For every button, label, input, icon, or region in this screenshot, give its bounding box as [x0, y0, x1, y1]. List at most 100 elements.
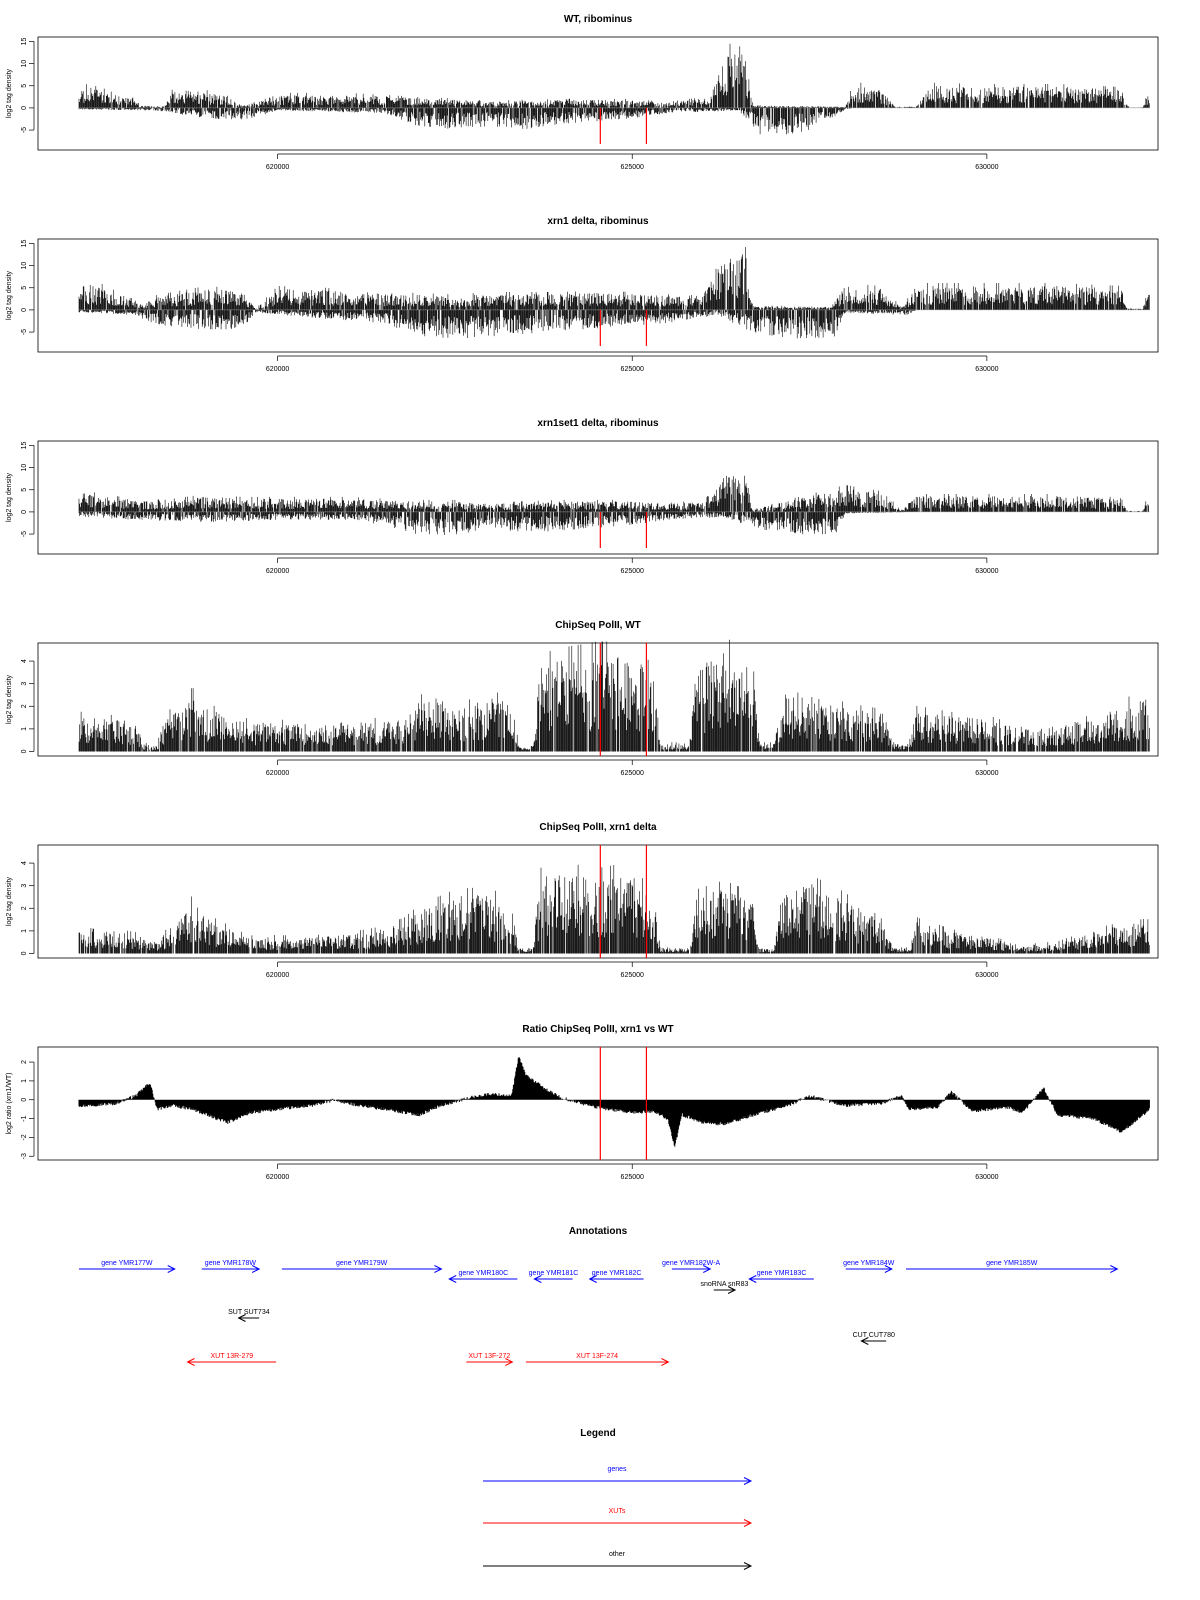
- y-tick-label: 0: [21, 951, 28, 955]
- feature-label: gene YMR184W: [843, 1260, 895, 1267]
- chart-panel-1: WT, ribominus -5 0 5 10 15 log2 tag density 620…: [6, 14, 1159, 171]
- x-tick-label: 630000: [975, 366, 998, 373]
- y-tick-label: -3: [21, 1153, 28, 1159]
- arrow-head: [448, 1275, 457, 1283]
- x-tick-label: 620000: [266, 164, 289, 171]
- arrow-head: [703, 1265, 712, 1273]
- arrow-head: [743, 1519, 753, 1527]
- data-bars: [78, 43, 1150, 135]
- y-tick-label: 0: [21, 106, 28, 110]
- y-tick-label: 2: [21, 906, 28, 910]
- y-tick-label: 2: [21, 1060, 28, 1064]
- feature-label: gene YMR182C: [592, 1270, 642, 1277]
- y-tick-label: 5: [21, 488, 28, 492]
- arrow-head: [661, 1358, 670, 1366]
- feature-gene: gene YMR182C: [588, 1270, 644, 1283]
- y-tick-label: 4: [21, 659, 28, 663]
- x-tick-label: 625000: [621, 770, 644, 777]
- legend-panel: Legend genes XUTs other: [483, 1428, 753, 1570]
- feature-label: snoRNA snR83: [701, 1281, 749, 1288]
- y-tick-label: 2: [21, 704, 28, 708]
- chart-panel-6: Ratio ChipSeq PolII, xrn1 vs WT -3 -2 -1 0 1 2…: [6, 1024, 1159, 1181]
- arrow-head: [588, 1275, 597, 1283]
- arrow-head: [434, 1265, 443, 1273]
- y-axis-label: log2 tag density: [6, 270, 13, 320]
- arrow-head: [860, 1337, 869, 1345]
- chart-title: WT, ribominus: [564, 14, 633, 25]
- y-axis-label: log2 tag density: [6, 876, 13, 926]
- feature-gene: gene YMR184W: [843, 1260, 895, 1273]
- x-tick-label: 630000: [975, 568, 998, 575]
- x-tick-label: 630000: [975, 164, 998, 171]
- feature-label: SUT SUT734: [228, 1309, 270, 1316]
- feature-label: gene YMR178W: [205, 1260, 257, 1267]
- chart-panel-5: ChipSeq PolII, xrn1 delta 0 1 2 3 4 log2 tag d…: [6, 822, 1159, 979]
- feature-gene: gene YMR177W: [79, 1260, 176, 1273]
- data-bars: [78, 475, 1149, 535]
- x-tick-label: 625000: [621, 164, 644, 171]
- y-tick-label: 15: [21, 37, 28, 45]
- feature-label: XUT 13R-279: [211, 1353, 254, 1360]
- feature-other: CUT CUT780: [853, 1332, 895, 1345]
- plot-frame: [37, 844, 1159, 959]
- arrow-head: [533, 1275, 542, 1283]
- y-axis-label: log2 tag density: [6, 68, 13, 118]
- y-tick-label: -5: [21, 329, 28, 335]
- legend-item: other: [483, 1551, 753, 1570]
- x-tick-label: 620000: [266, 568, 289, 575]
- feature-gene: gene YMR182W-A: [662, 1260, 720, 1273]
- y-tick-label: -5: [21, 127, 28, 133]
- feature-label: gene YMR181C: [529, 1270, 579, 1277]
- arrow-head: [167, 1265, 176, 1273]
- feature-label: gene YMR185W: [986, 1260, 1038, 1267]
- feature-label: gene YMR183C: [757, 1270, 807, 1277]
- y-tick-label: 10: [21, 262, 28, 270]
- plot-frame: [37, 440, 1159, 555]
- legend-label: other: [609, 1551, 626, 1558]
- y-tick-label: 15: [21, 239, 28, 247]
- y-tick-label: 10: [21, 464, 28, 472]
- feature-label: gene YMR180C: [458, 1270, 508, 1277]
- chart-panel-3: xrn1set1 delta, ribominus -5 0 5 10 15 log2 ta…: [6, 418, 1159, 575]
- legend-label: XUTs: [609, 1508, 626, 1515]
- arrow-head: [251, 1265, 261, 1273]
- arrow-head: [748, 1275, 757, 1283]
- arrow-head: [186, 1358, 195, 1366]
- plot-frame: [37, 36, 1159, 151]
- y-tick-label: 0: [21, 510, 28, 514]
- feature-gene: gene YMR181C: [529, 1270, 579, 1283]
- annotations-title: Annotations: [569, 1226, 628, 1237]
- data-bars: [78, 247, 1150, 339]
- plot-frame: [37, 1046, 1159, 1161]
- y-axis-label: log2 tag density: [6, 472, 13, 522]
- feature-xut: XUT 13F-274: [525, 1353, 670, 1366]
- legend-label: genes: [607, 1466, 627, 1473]
- chart-panel-4: ChipSeq PolII, WT 0 1 2 3 4 log2 tag density 62…: [6, 620, 1159, 777]
- arrow-head: [237, 1314, 246, 1322]
- annotations-panel: Annotations gene YMR177W gene YMR178W gene …: [79, 1226, 1119, 1366]
- x-tick-label: 630000: [975, 1174, 998, 1181]
- y-tick-label: 5: [21, 286, 28, 290]
- legend-item: XUTs: [483, 1508, 753, 1527]
- feature-label: gene YMR179W: [336, 1260, 388, 1267]
- chart-title: xrn1 delta, ribominus: [547, 216, 649, 227]
- feature-label: gene YMR177W: [101, 1260, 153, 1267]
- y-tick-label: 5: [21, 84, 28, 88]
- y-axis-label: log2 tag density: [6, 674, 13, 724]
- feature-gene: gene YMR180C: [448, 1270, 518, 1283]
- legend-item: genes: [483, 1466, 753, 1485]
- feature-xut: XUT 13F-272: [466, 1353, 514, 1366]
- x-tick-label: 625000: [621, 568, 644, 575]
- feature-gene: gene YMR178W: [201, 1260, 261, 1273]
- y-tick-label: 0: [21, 308, 28, 312]
- chart-panel-2: xrn1 delta, ribominus -5 0 5 10 15 log2 tag de…: [6, 216, 1159, 373]
- feature-label: XUT 13F-272: [468, 1353, 510, 1360]
- feature-gene: gene YMR183C: [748, 1270, 814, 1283]
- y-tick-label: 15: [21, 441, 28, 449]
- feature-other: SUT SUT734: [228, 1309, 270, 1322]
- feature-label: gene YMR182W-A: [662, 1260, 720, 1267]
- arrow-head: [727, 1286, 737, 1294]
- y-tick-label: -2: [21, 1134, 28, 1140]
- y-tick-label: 0: [21, 749, 28, 753]
